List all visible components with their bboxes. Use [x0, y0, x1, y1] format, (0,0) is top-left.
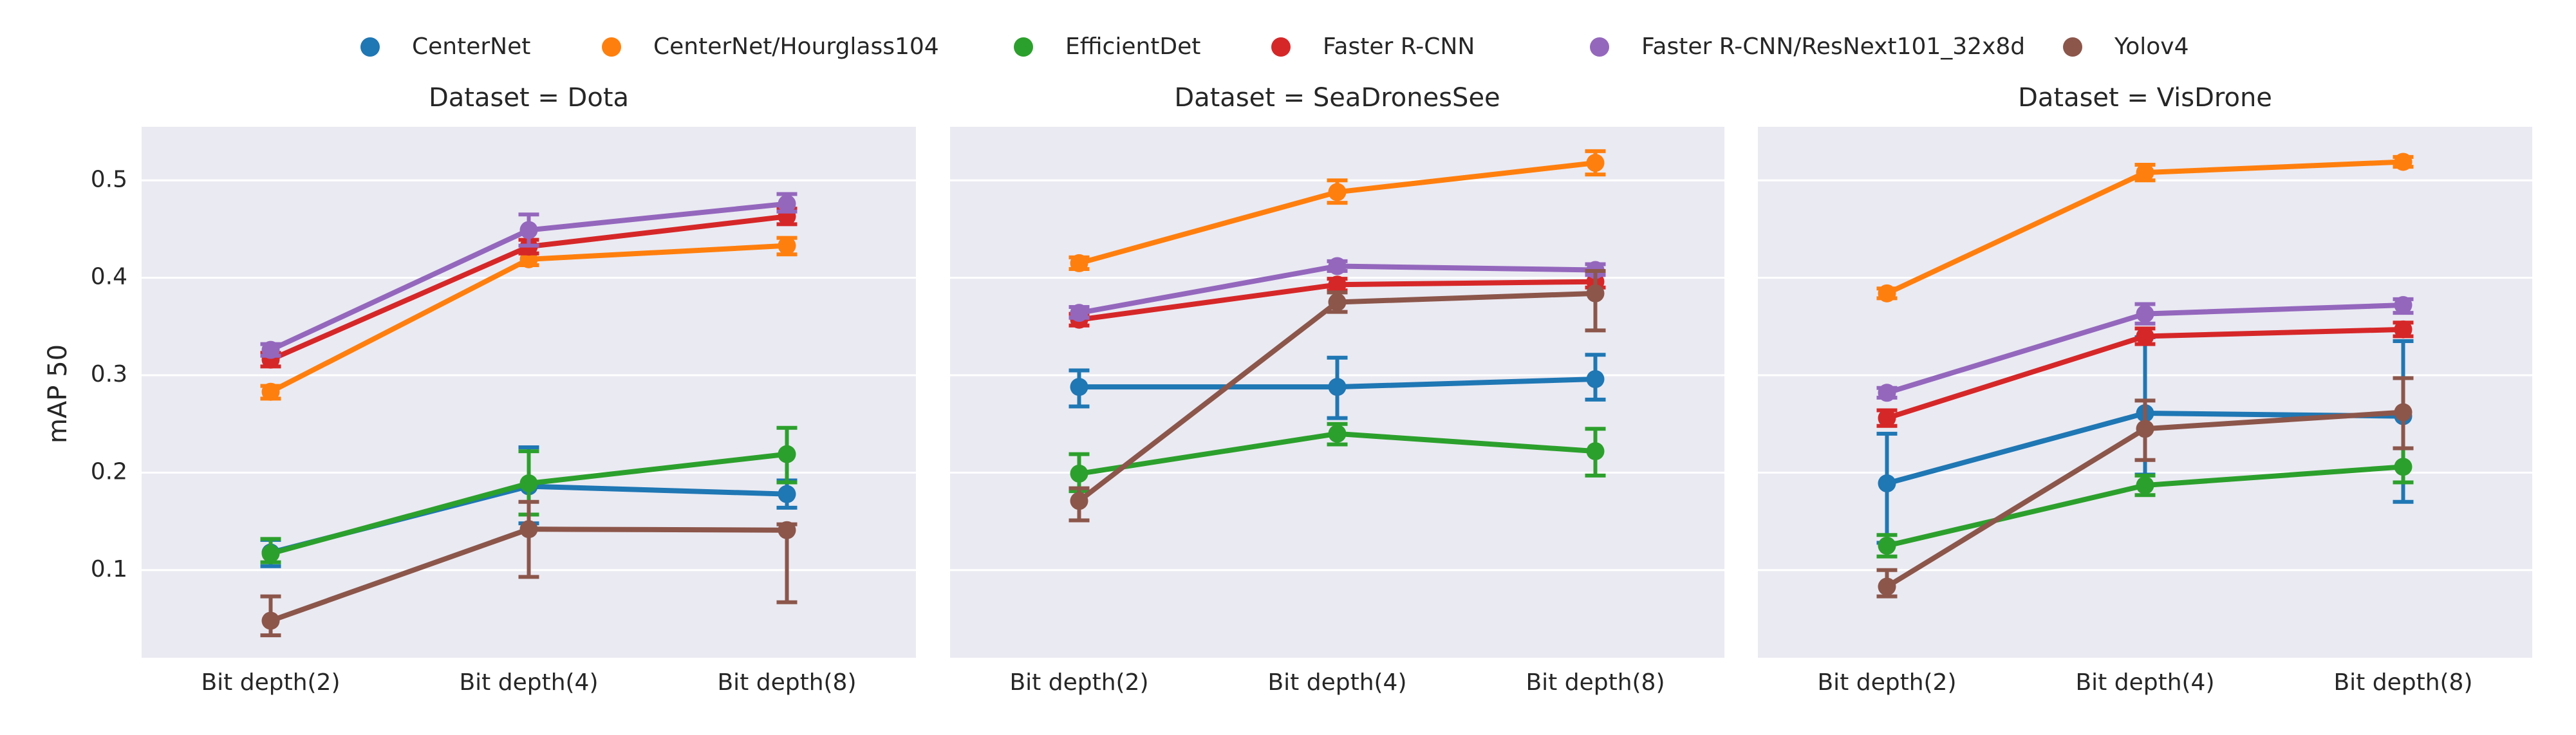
- data-point: [2136, 476, 2154, 495]
- y-axis-label: mAP 50: [43, 344, 73, 443]
- facet-title: Dataset = VisDrone: [2018, 83, 2272, 113]
- y-tick-label: 0.3: [91, 361, 127, 387]
- legend-marker: [1271, 37, 1291, 57]
- y-tick-label: 0.1: [91, 556, 127, 582]
- x-tick-label: Bit depth(2): [201, 669, 340, 696]
- series-yolov4: [1069, 269, 1606, 523]
- legend-item-centernet-hourglass104: CenterNet/Hourglass104: [602, 33, 939, 60]
- data-point: [2136, 163, 2154, 182]
- data-point: [261, 611, 280, 630]
- series-faster-r-cnn: [1876, 320, 2414, 428]
- x-tick-label: Bit depth(8): [2333, 669, 2472, 696]
- data-point: [261, 382, 280, 401]
- series-faster-r-cnn-resnext101-32x8d: [1876, 296, 2414, 402]
- data-point: [1070, 464, 1088, 483]
- legend-marker: [2063, 37, 2082, 57]
- data-point: [1878, 409, 1896, 427]
- data-point: [1328, 257, 1347, 275]
- legend-label: CenterNet: [412, 33, 530, 60]
- data-point: [778, 236, 796, 255]
- data-point: [1328, 378, 1347, 396]
- data-point: [2394, 320, 2413, 339]
- series-yolov4: [1876, 376, 2414, 599]
- legend-marker: [1590, 37, 1609, 57]
- legend-item-faster-r-cnn: Faster R-CNN: [1271, 33, 1475, 60]
- data-point: [2136, 304, 2154, 323]
- data-point: [1070, 304, 1088, 322]
- x-tick-label: Bit depth(4): [2075, 669, 2214, 696]
- legend-label: Yolov4: [2114, 33, 2189, 60]
- data-point: [778, 445, 796, 463]
- series-centernet-hourglass104: [260, 236, 798, 401]
- facet-title: Dataset = Dota: [429, 83, 629, 113]
- x-tick-label: Bit depth(2): [1009, 669, 1148, 696]
- y-tick-label: 0.5: [91, 166, 127, 192]
- data-point: [2394, 296, 2413, 315]
- series-centernet-hourglass104: [1069, 149, 1606, 272]
- facet-title: Dataset = SeaDronesSee: [1174, 83, 1500, 113]
- series-faster-r-cnn-resnext101-32x8d: [260, 192, 798, 359]
- facet-dataset-dota: Dataset = Dota 0.1 0.2 0.3 0.4 0.5 Bit depth(2…: [91, 83, 916, 696]
- data-point: [261, 544, 280, 563]
- series-centernet-hourglass104: [1876, 153, 2414, 302]
- legend-item-centernet: CenterNet: [360, 33, 530, 60]
- data-point: [2394, 458, 2413, 476]
- legend-marker: [602, 37, 621, 57]
- legend-label: EfficientDet: [1065, 33, 1200, 60]
- series-centernet: [1069, 353, 1606, 420]
- y-tick-label: 0.4: [91, 264, 127, 290]
- facet-dataset-seadronessee: Dataset = SeaDronesSee Bit depth(2) Bit de…: [950, 83, 1724, 696]
- legend-item-faster-r-cnn-resnext101-32x8d: Faster R-CNN/ResNext101_32x8d: [1590, 33, 2025, 60]
- data-point: [2394, 403, 2413, 422]
- data-point: [778, 194, 796, 213]
- data-point: [1586, 370, 1605, 389]
- data-point: [1878, 577, 1896, 596]
- data-point: [2394, 153, 2413, 171]
- legend-item-yolov4: Yolov4: [2063, 33, 2189, 60]
- data-point: [1878, 474, 1896, 493]
- data-point: [1586, 284, 1605, 302]
- facet-panels: Dataset = Dota 0.1 0.2 0.3 0.4 0.5 Bit depth(2…: [91, 83, 2532, 696]
- data-point: [1070, 492, 1088, 510]
- data-point: [1586, 442, 1605, 461]
- legend-label: Faster R-CNN/ResNext101_32x8d: [1641, 33, 2025, 60]
- data-point: [778, 521, 796, 539]
- data-point: [778, 485, 796, 503]
- data-point: [261, 340, 280, 359]
- legend-label: CenterNet/Hourglass104: [653, 33, 939, 60]
- data-point: [1070, 378, 1088, 396]
- data-point: [1328, 183, 1347, 201]
- data-point: [519, 474, 538, 493]
- legend-item-efficientdet: EfficientDet: [1014, 33, 1200, 60]
- facet-dataset-visdrone: Dataset = VisDrone Bit depth(2) Bit depth(…: [1758, 83, 2532, 696]
- data-point: [1878, 536, 1896, 555]
- series-yolov4: [260, 499, 798, 638]
- data-point: [519, 520, 538, 539]
- data-point: [2136, 327, 2154, 346]
- x-tick-label: Bit depth(2): [1817, 669, 1956, 696]
- data-point: [1328, 424, 1347, 443]
- series-efficientdet: [1069, 422, 1606, 494]
- data-point: [1328, 293, 1347, 312]
- legend-marker: [360, 37, 380, 57]
- x-tick-label: Bit depth(4): [459, 669, 598, 696]
- data-point: [1586, 154, 1605, 172]
- data-point: [1070, 254, 1088, 272]
- x-tick-label: Bit depth(8): [1526, 669, 1665, 696]
- x-tick-label: Bit depth(8): [717, 669, 856, 696]
- data-point: [519, 221, 538, 239]
- data-point: [1878, 384, 1896, 402]
- data-point: [1878, 284, 1896, 302]
- data-point: [2136, 420, 2154, 438]
- y-tick-label: 0.2: [91, 458, 127, 485]
- legend: CenterNet CenterNet/Hourglass104 Efficient…: [360, 33, 2189, 60]
- legend-marker: [1014, 37, 1033, 57]
- x-tick-label: Bit depth(4): [1267, 669, 1406, 696]
- legend-label: Faster R-CNN: [1323, 33, 1475, 60]
- data-point: [1328, 275, 1347, 294]
